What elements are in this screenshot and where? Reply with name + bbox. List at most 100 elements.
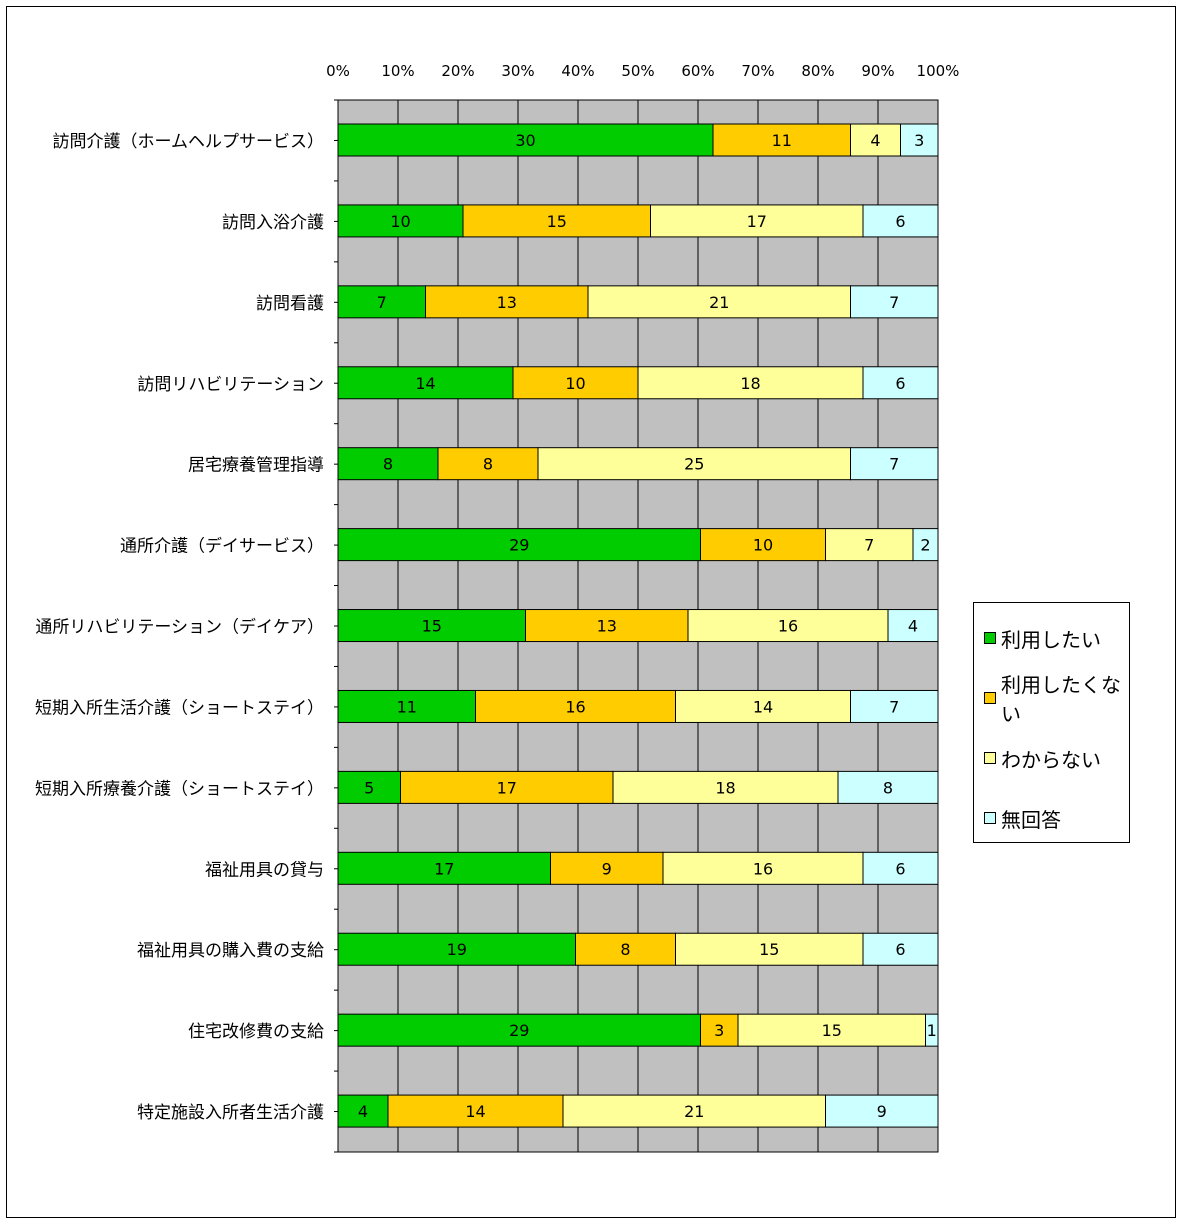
legend-swatch [984, 812, 996, 824]
bar-segment [337, 285, 426, 319]
data-label: 9 [602, 859, 612, 878]
data-label: 25 [684, 455, 704, 474]
legend-item: 利用したい [984, 623, 1101, 653]
data-label: 4 [870, 131, 880, 150]
data-label: 8 [483, 455, 493, 474]
legend: 利用したい 利用したくない わからない 無回答 [973, 602, 1130, 843]
bar-segment [862, 366, 939, 400]
data-label: 15 [422, 617, 442, 636]
bar-segment [825, 528, 914, 562]
data-label: 18 [715, 778, 735, 797]
x-tick-label: 20% [441, 62, 474, 80]
data-label: 14 [753, 697, 773, 716]
bar-segment [637, 366, 864, 400]
category-label: 短期入所療養介護（ショートステイ） [35, 779, 324, 799]
x-tick-label: 80% [801, 62, 834, 80]
data-label: 29 [509, 536, 529, 555]
legend-swatch [984, 692, 996, 704]
data-label: 1 [927, 1021, 937, 1040]
bar-segment [562, 1094, 826, 1128]
category-label: 特定施設入所者生活介護 [137, 1103, 324, 1123]
data-label: 11 [772, 131, 792, 150]
data-label: 10 [565, 374, 585, 393]
bar-segment [912, 528, 939, 562]
data-label: 4 [908, 617, 918, 636]
bar-segment [900, 123, 939, 157]
bar-segment [475, 689, 676, 723]
bar-segment [862, 851, 939, 885]
data-label: 11 [397, 697, 417, 716]
data-label: 18 [740, 374, 760, 393]
data-label: 5 [364, 778, 374, 797]
data-label: 7 [889, 293, 899, 312]
x-tick-label: 10% [381, 62, 414, 80]
category-label: 福祉用具の貸与 [205, 860, 324, 880]
bar-segment [837, 770, 939, 804]
data-label: 2 [920, 536, 930, 555]
category-label: 通所リハビリテーション（デイケア） [35, 617, 324, 638]
bar-segment [700, 1013, 739, 1047]
x-tick-label: 70% [741, 62, 774, 80]
category-label: 訪問介護（ホームヘルプサービス） [53, 132, 325, 152]
data-label: 14 [415, 374, 435, 393]
bar-segment [862, 932, 939, 966]
category-label: 福祉用具の購入費の支給 [137, 941, 324, 961]
bar-segment [925, 1013, 939, 1047]
data-label: 13 [597, 617, 617, 636]
legend-label: わからない [1001, 747, 1101, 772]
bar-segment [737, 1013, 926, 1047]
x-tick-label: 60% [681, 62, 714, 80]
data-label: 30 [515, 131, 535, 150]
data-label: 7 [377, 293, 387, 312]
bar-segment [662, 851, 864, 885]
data-label: 8 [620, 940, 630, 959]
data-label: 8 [383, 455, 393, 474]
bar-segment [337, 447, 439, 481]
bar-segment [337, 366, 514, 400]
data-label: 15 [822, 1021, 842, 1040]
bar-segment [850, 447, 939, 481]
data-label: 15 [759, 940, 779, 959]
data-label: 15 [547, 212, 567, 231]
data-label: 17 [497, 778, 517, 797]
bar-segment [537, 447, 851, 481]
x-tick-label: 50% [621, 62, 654, 80]
data-label: 9 [877, 1102, 887, 1121]
data-label: 3 [714, 1021, 724, 1040]
x-tick-label: 100% [917, 62, 960, 80]
bar-segment [587, 285, 851, 319]
bar-segment [337, 689, 476, 723]
data-label: 3 [914, 131, 924, 150]
data-label: 10 [390, 212, 410, 231]
bar-segment [525, 609, 689, 643]
data-label: 7 [864, 536, 874, 555]
bar-segment [687, 609, 889, 643]
bar-segment [337, 528, 701, 562]
data-label: 16 [753, 859, 773, 878]
x-tick-label: 90% [861, 62, 894, 80]
category-label: 訪問看護 [256, 294, 324, 314]
bar-segment [550, 851, 664, 885]
data-label: 8 [883, 778, 893, 797]
bar-segment [400, 770, 614, 804]
category-label: 訪問リハビリテーション [137, 375, 324, 395]
bar-segment [437, 447, 539, 481]
bar-segment [650, 204, 864, 238]
data-label: 19 [447, 940, 467, 959]
category-label: 居宅療養管理指導 [188, 456, 324, 476]
legend-swatch [984, 632, 996, 644]
data-label: 7 [889, 697, 899, 716]
bar-segment [337, 932, 576, 966]
x-tick-label: 0% [326, 62, 350, 80]
data-label: 29 [509, 1021, 529, 1040]
category-label: 短期入所生活介護（ショートステイ） [35, 698, 324, 718]
bar-segment [675, 932, 864, 966]
bar-segment [612, 770, 839, 804]
category-label: 住宅改修費の支給 [188, 1022, 324, 1042]
bar-segment [425, 285, 589, 319]
legend-label: 無回答 [1001, 807, 1061, 832]
bar-segment [337, 609, 526, 643]
bar-segment [850, 689, 939, 723]
data-label: 6 [895, 212, 905, 231]
